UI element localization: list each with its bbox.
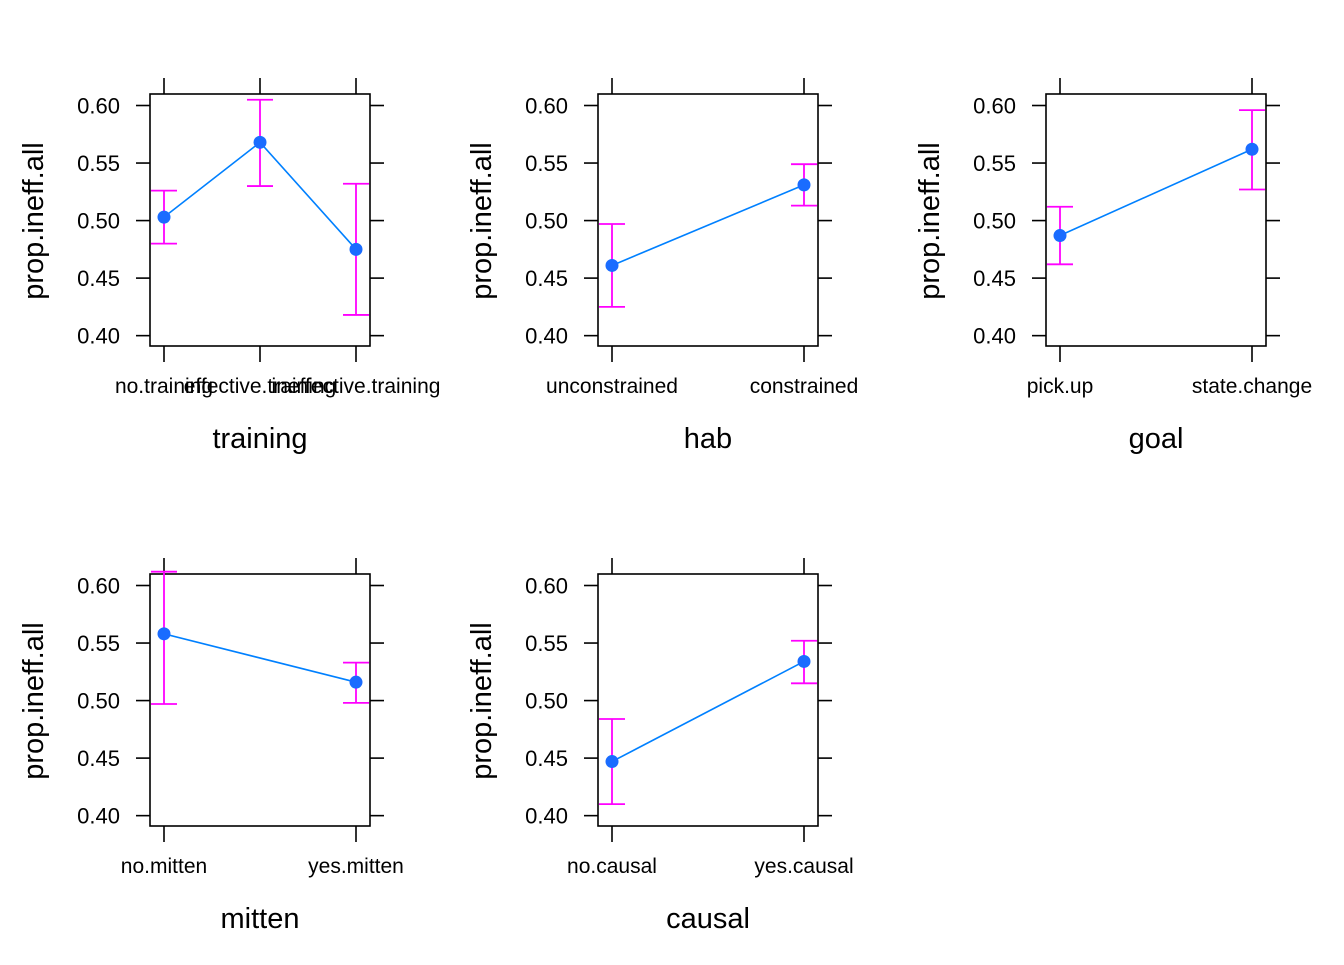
x-category-label: no.mitten (121, 855, 207, 878)
y-tick-label: 0.60 (77, 574, 120, 599)
data-point-no.mitten (157, 627, 171, 641)
panel-training: 0.40 0.45 0.50 0.55 0.60 no.trainingeffective… (18, 78, 440, 455)
data-point-yes.causal (797, 654, 811, 668)
y-tick-label: 0.40 (77, 324, 120, 349)
series-line (163, 633, 357, 683)
y-tick-label: 0.50 (77, 209, 120, 234)
data-point-constrained (797, 178, 811, 192)
y-tick-label: 0.40 (525, 804, 568, 829)
x-category-label: yes.causal (754, 855, 853, 878)
y-tick-label: 0.45 (77, 266, 120, 291)
x-category-label: constrained (750, 375, 859, 398)
panel-causal: 0.40 0.45 0.50 0.55 0.60 no.causal yes.causal c… (466, 558, 854, 935)
y-tick-label: 0.45 (77, 746, 120, 771)
y-tick-label: 0.40 (525, 324, 568, 349)
data-point-yes.mitten (349, 675, 363, 689)
y-tick-label: 0.55 (525, 151, 568, 176)
y-tick-label: 0.40 (77, 804, 120, 829)
x-axis-title: goal (1129, 423, 1184, 455)
y-tick-label: 0.50 (525, 209, 568, 234)
data-point-ineffective.training (349, 242, 363, 256)
data-point-state.change (1245, 142, 1259, 156)
series-line (1059, 148, 1253, 237)
y-axis-title: prop.ineff.all (466, 622, 498, 779)
y-tick-label: 0.60 (525, 94, 568, 119)
data-point-no.training (157, 210, 171, 224)
y-tick-label: 0.55 (525, 631, 568, 656)
x-category-label: ineffective.training (272, 375, 441, 398)
y-axis-title: prop.ineff.all (466, 142, 498, 299)
x-category-label: effective.training (184, 375, 337, 398)
panel-frame (1045, 93, 1267, 347)
y-axis-title: prop.ineff.all (18, 142, 50, 299)
y-tick-label: 0.50 (525, 689, 568, 714)
x-category-label: no.causal (567, 855, 657, 878)
y-tick-label: 0.50 (77, 689, 120, 714)
y-tick-label: 0.40 (973, 324, 1016, 349)
y-tick-label: 0.55 (77, 631, 120, 656)
y-tick-label: 0.55 (77, 151, 120, 176)
y-tick-label: 0.60 (525, 574, 568, 599)
y-axis-title: prop.ineff.all (18, 622, 50, 779)
y-tick-label: 0.45 (525, 746, 568, 771)
panel-hab: 0.40 0.45 0.50 0.55 0.60 unconstrained constra… (466, 78, 858, 455)
x-axis-title: causal (666, 903, 750, 935)
y-axis-title: prop.ineff.all (914, 142, 946, 299)
y-tick-label: 0.60 (973, 94, 1016, 119)
panel-goal: 0.40 0.45 0.50 0.55 0.60 pick.up state.change g… (914, 78, 1312, 455)
data-point-effective.training (253, 135, 267, 149)
x-category-label: no.training (115, 375, 213, 398)
panel-frame (597, 573, 819, 827)
series-line (611, 184, 805, 267)
y-tick-label: 0.55 (973, 151, 1016, 176)
series-line (611, 660, 805, 763)
y-tick-label: 0.50 (973, 209, 1016, 234)
data-point-pick.up (1053, 229, 1067, 243)
x-category-label: unconstrained (546, 375, 678, 398)
panel-frame (597, 93, 819, 347)
x-axis-title: hab (684, 423, 732, 455)
x-axis-title: training (212, 423, 307, 455)
data-point-unconstrained (605, 258, 619, 272)
x-category-label: yes.mitten (308, 855, 404, 878)
panel-frame (149, 573, 371, 827)
y-tick-label: 0.45 (525, 266, 568, 291)
y-tick-label: 0.45 (973, 266, 1016, 291)
data-point-no.causal (605, 755, 619, 769)
x-category-label: state.change (1192, 375, 1312, 398)
x-axis-title: mitten (221, 903, 300, 935)
y-tick-label: 0.60 (77, 94, 120, 119)
x-category-label: pick.up (1027, 375, 1094, 398)
panel-mitten: 0.40 0.45 0.50 0.55 0.60 no.mitten yes.mitten m… (18, 558, 404, 935)
